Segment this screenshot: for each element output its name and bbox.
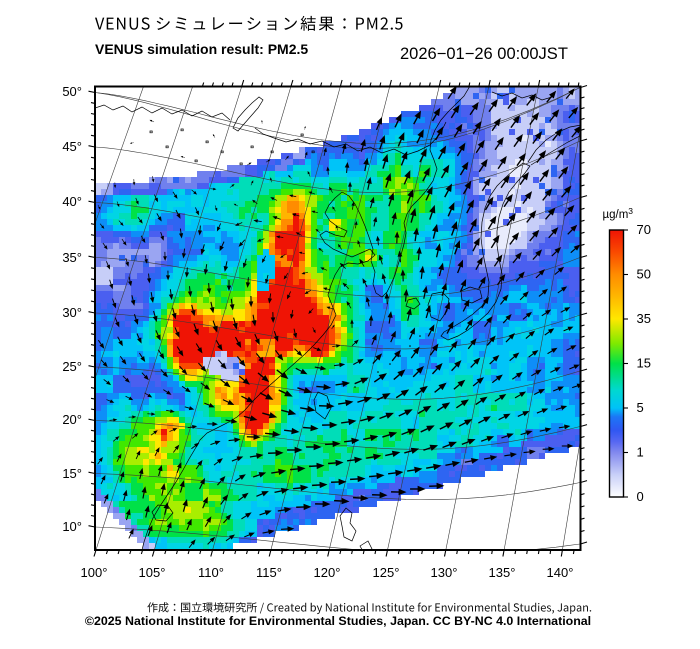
svg-text:5: 5 — [637, 400, 644, 415]
svg-text:µg/m3: µg/m3 — [603, 206, 634, 221]
svg-text:0: 0 — [637, 489, 644, 504]
svg-text:1: 1 — [637, 445, 644, 460]
svg-text:15: 15 — [637, 356, 651, 371]
svg-text:50: 50 — [637, 267, 651, 282]
svg-text:70: 70 — [637, 222, 651, 237]
svg-text:35: 35 — [637, 311, 651, 326]
